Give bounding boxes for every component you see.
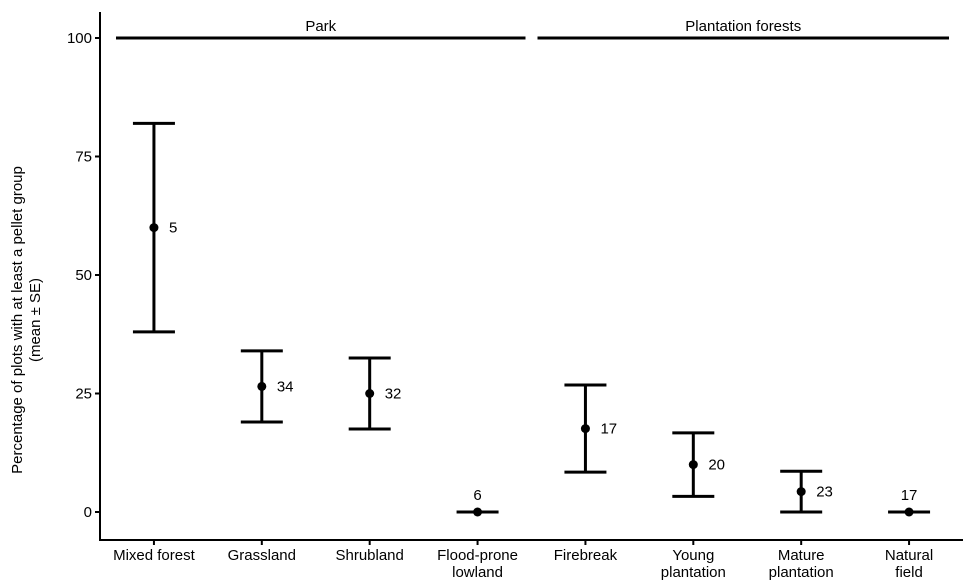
sample-size-label: 17 — [901, 487, 918, 504]
group-headers: Park Plantation forests — [116, 18, 949, 40]
sample-size-label: 20 — [708, 457, 725, 474]
sample-size-label: 17 — [600, 421, 617, 438]
sample-size-label: 5 — [169, 220, 177, 237]
mean-point — [257, 381, 267, 391]
y-tick-label: 50 — [75, 267, 92, 284]
y-tick-label: 0 — [84, 504, 92, 521]
chart-marks: 5 34 32 6 17 20 23 17 — [132, 121, 931, 517]
error-bar-group: 32 — [348, 356, 402, 431]
y-tick-label: 100 — [67, 30, 92, 47]
y-axis-title: Percentage of plots with at least a pell… — [9, 166, 44, 474]
y-tick-label: 25 — [75, 386, 92, 403]
x-tick-label: Mixed forest — [113, 547, 196, 564]
error-bar-group: 6 — [456, 487, 499, 517]
error-bar-group: 23 — [780, 469, 833, 514]
x-tick-label: Firebreak — [554, 547, 618, 564]
x-tick-label: Young plantation — [661, 547, 726, 581]
x-tick-label: Mature plantation — [769, 547, 834, 581]
mean-point — [473, 507, 483, 517]
error-bar-group: 20 — [672, 431, 725, 498]
x-tick-labels: Mixed forest Grassland Shrubland Flood-pron… — [113, 540, 933, 581]
x-tick-label: Flood-prone lowland — [437, 547, 518, 581]
y-tick-label: 75 — [75, 149, 92, 166]
sample-size-label: 6 — [473, 487, 481, 504]
error-bar-group: 34 — [240, 349, 294, 424]
mean-point — [580, 424, 590, 434]
y-axis-title-line-2: (mean ± SE) — [27, 278, 44, 362]
mean-point — [796, 487, 806, 497]
error-bar-group: 17 — [888, 487, 931, 517]
x-tick-label: Grassland — [228, 547, 296, 564]
axes: 0 25 50 75 100 — [67, 12, 963, 541]
x-tick-label: Natural field — [885, 547, 933, 581]
y-axis-title-line-1: Percentage of plots with at least a pell… — [9, 166, 26, 474]
sample-size-label: 32 — [385, 386, 402, 403]
error-bar-group: 5 — [132, 121, 177, 334]
mean-point — [688, 460, 698, 470]
mean-point — [365, 389, 375, 398]
error-bar-group: 17 — [564, 383, 617, 474]
group-label: Park — [305, 18, 336, 35]
sample-size-label: 23 — [816, 484, 833, 501]
sample-size-label: 34 — [277, 378, 294, 395]
group-label: Plantation forests — [685, 18, 801, 35]
mean-point — [904, 507, 914, 517]
x-tick-label: Shrubland — [335, 547, 403, 564]
mean-point — [149, 223, 159, 233]
